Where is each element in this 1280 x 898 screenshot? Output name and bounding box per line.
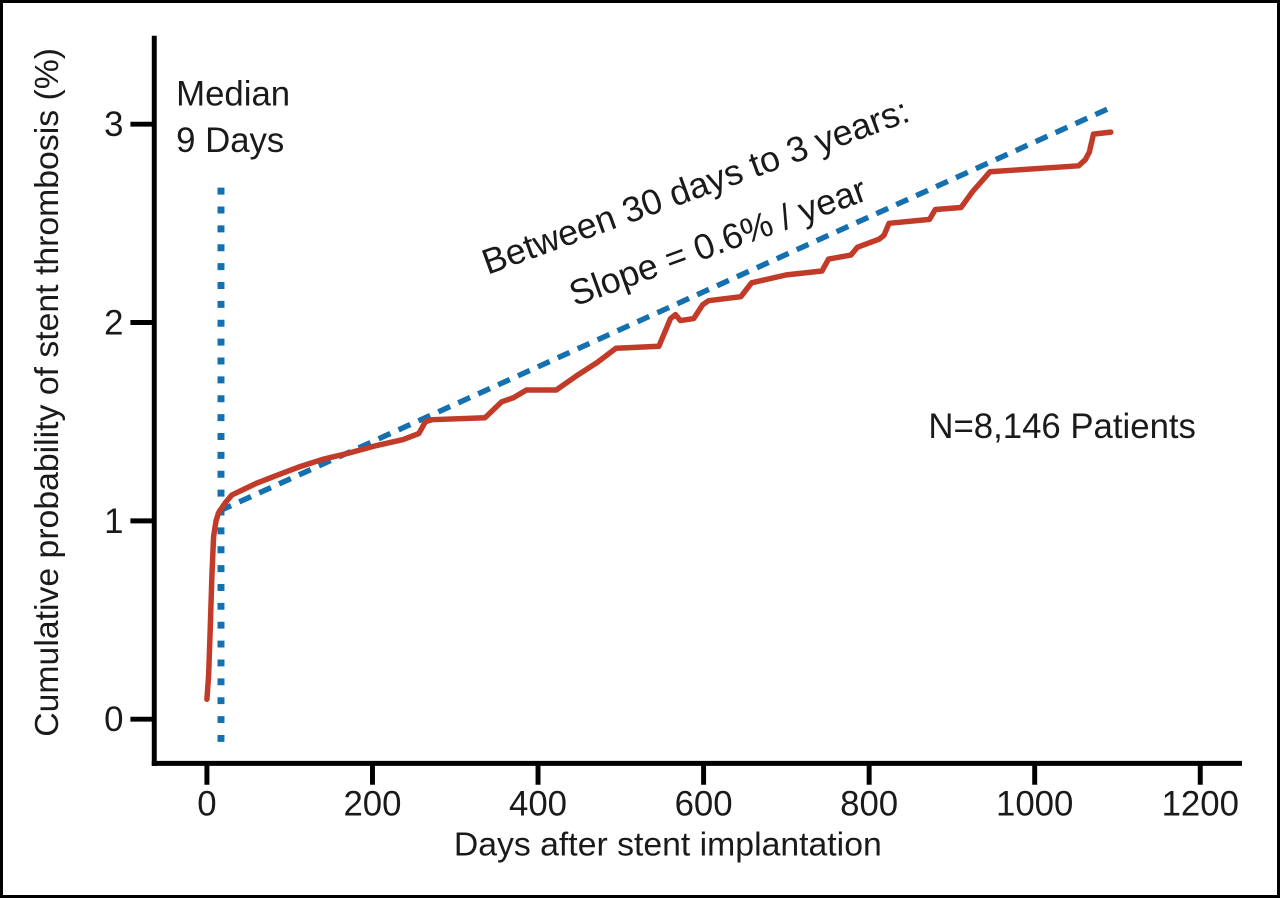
n-patients-label: N=8,146 Patients bbox=[928, 408, 1196, 446]
x-tick-label: 400 bbox=[509, 786, 567, 824]
y-tick-label: 3 bbox=[104, 106, 123, 144]
y-tick-label: 2 bbox=[104, 304, 123, 342]
x-tick-label: 0 bbox=[197, 786, 216, 824]
x-axis-label: Days after stent implantation bbox=[454, 825, 882, 863]
y-tick-label: 0 bbox=[104, 701, 123, 739]
data-series bbox=[204, 105, 1114, 753]
y-axis-label: Cumulative probability of stent thrombos… bbox=[28, 48, 66, 737]
y-tick-label: 1 bbox=[104, 503, 123, 541]
axes: 0 200 400 600 800 1000 1200 0 1 2 3 bbox=[104, 35, 1242, 824]
chart-canvas: 0 200 400 600 800 1000 1200 0 1 2 3 Cumulative pro… bbox=[28, 35, 1242, 863]
x-tick-label: 800 bbox=[840, 786, 898, 824]
median-annotation-line2: 9 Days bbox=[176, 122, 284, 160]
trend-dashed-line bbox=[218, 105, 1111, 514]
km-curve bbox=[204, 129, 1114, 703]
x-tick-label: 200 bbox=[343, 786, 401, 824]
x-tick-label: 1200 bbox=[1162, 786, 1239, 824]
x-tick-label: 600 bbox=[675, 786, 733, 824]
x-tick-label: 1000 bbox=[996, 786, 1073, 824]
median-annotation-line1: Median bbox=[176, 75, 290, 113]
